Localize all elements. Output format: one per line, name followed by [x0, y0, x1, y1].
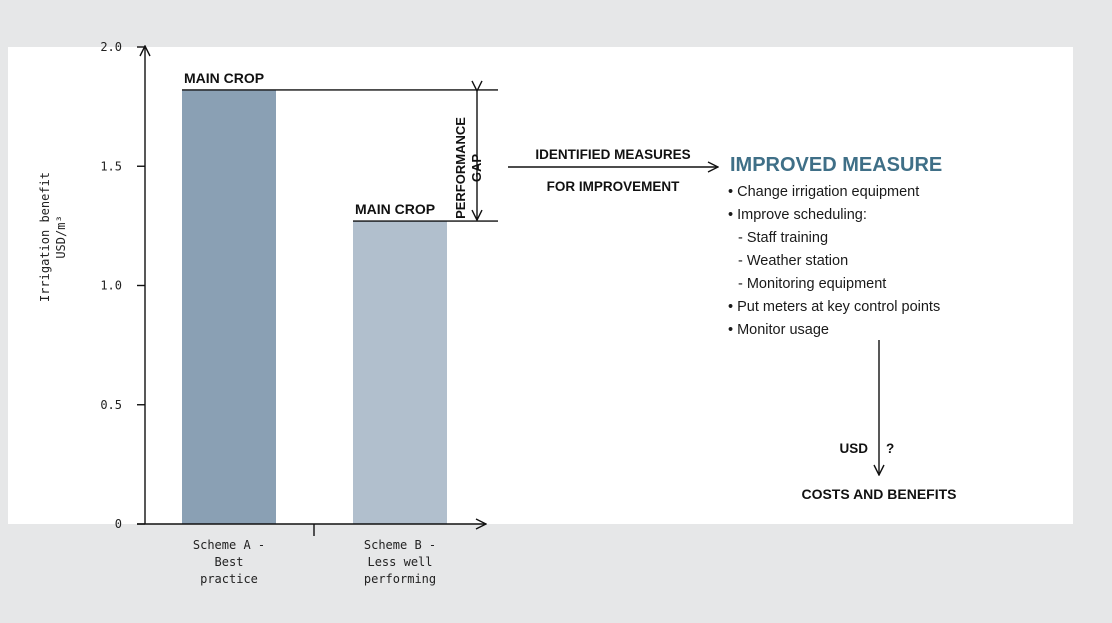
bars: MAIN CROP MAIN CROP [182, 70, 447, 525]
y-axis-label: Irrigation benefit USD/m³ [38, 172, 68, 302]
improved-measure-item: • Monitor usage [728, 322, 829, 338]
performance-gap-line-2: GAP [469, 154, 484, 183]
performance-gap-line-1: PERFORMANCE [453, 117, 468, 219]
improved-measure-item: • Change irrigation equipment [728, 184, 919, 200]
x-category-label: practice [200, 572, 258, 586]
y-tick-label: 1.5 [100, 159, 122, 173]
y-tick-label: 0 [115, 517, 122, 531]
usd-label: USD [839, 441, 868, 456]
y-ticks: 2.0 1.5 1.0 0.5 0 [100, 40, 145, 531]
measures-label-line-2: FOR IMPROVEMENT [547, 179, 681, 194]
improved-measure-item: • Put meters at key control points [728, 299, 940, 315]
x-category-label: Scheme A - [193, 538, 265, 552]
y-axis-label-line-2: USD/m³ [54, 215, 68, 258]
x-categories: Scheme A - Best practice Scheme B - Less wel… [193, 538, 436, 586]
x-category-label: Less well [367, 555, 432, 569]
y-axis-label-line-1: Irrigation benefit [38, 172, 52, 302]
y-tick-label: 0.5 [100, 398, 122, 412]
improved-measure-title: IMPROVED MEASURE [730, 154, 942, 176]
improved-measure-item: • Improve scheduling: [728, 207, 867, 223]
bar-scheme-a [182, 89, 276, 525]
improved-measure-list: • Change irrigation equipment • Improve s… [728, 184, 940, 338]
x-category-label: Scheme B - [364, 538, 436, 552]
bar-label-main-crop: MAIN CROP [355, 201, 435, 217]
improved-measure-item: - Staff training [738, 230, 828, 246]
measures-label-line-1: IDENTIFIED MEASURES [535, 147, 690, 162]
y-tick-label: 1.0 [100, 279, 122, 293]
x-category-label: performing [364, 572, 436, 586]
performance-gap-label: PERFORMANCE GAP [453, 117, 484, 219]
bar-label-main-crop: MAIN CROP [184, 70, 264, 86]
plot-panel [8, 47, 1073, 524]
improved-measure-item: - Weather station [738, 253, 848, 269]
x-category-label: Best [215, 555, 244, 569]
y-tick-label: 2.0 [100, 40, 122, 54]
improved-measure-item: - Monitoring equipment [738, 276, 886, 292]
costs-and-benefits-label: COSTS AND BENEFITS [801, 486, 956, 502]
bar-scheme-b [353, 221, 447, 525]
usd-question-mark: ? [886, 441, 894, 456]
